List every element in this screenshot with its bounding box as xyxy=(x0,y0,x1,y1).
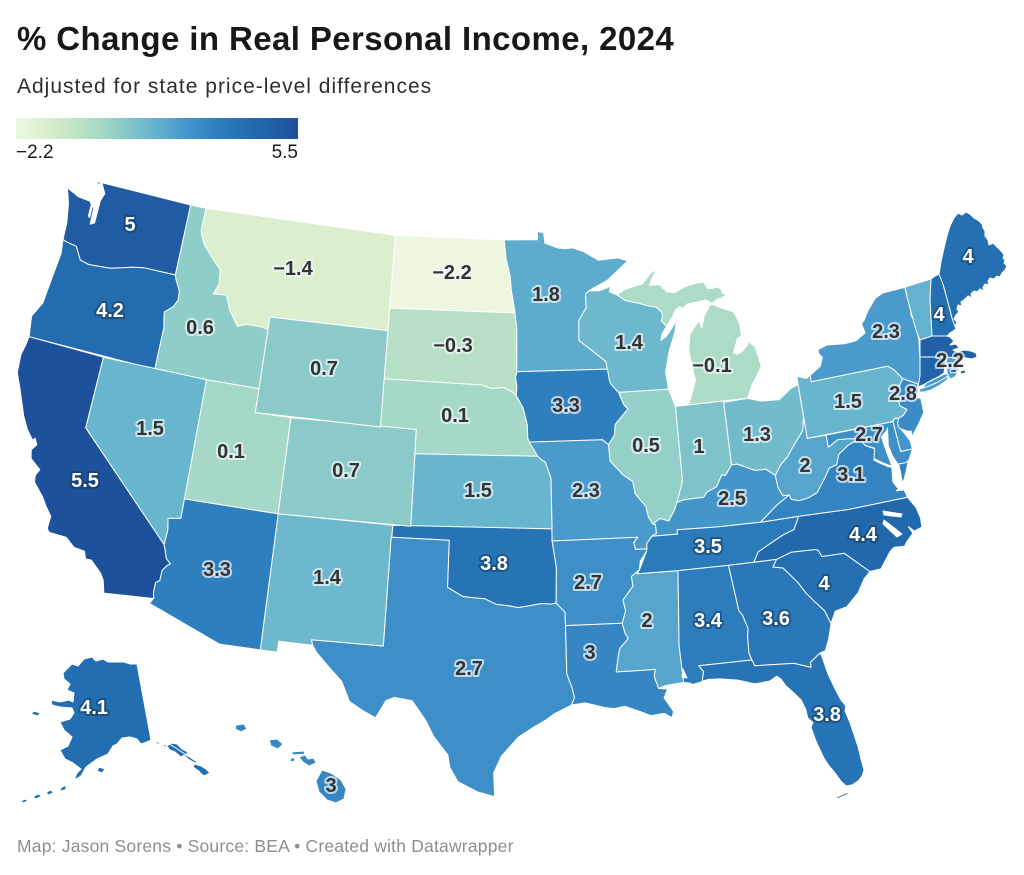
svg-text:3: 3 xyxy=(584,642,595,664)
svg-text:0.5: 0.5 xyxy=(632,435,660,457)
svg-text:1.8: 1.8 xyxy=(532,284,560,306)
svg-text:3.3: 3.3 xyxy=(203,559,231,581)
svg-text:5: 5 xyxy=(124,214,135,236)
svg-text:2.2: 2.2 xyxy=(936,350,964,372)
svg-text:2.3: 2.3 xyxy=(872,321,900,343)
svg-text:3.8: 3.8 xyxy=(480,553,508,575)
svg-text:3: 3 xyxy=(325,775,336,797)
svg-text:2.8: 2.8 xyxy=(889,383,917,405)
svg-text:4: 4 xyxy=(933,304,945,326)
svg-text:3.3: 3.3 xyxy=(552,395,580,417)
svg-text:4.1: 4.1 xyxy=(80,697,108,719)
svg-text:1.5: 1.5 xyxy=(136,418,164,440)
svg-text:3.8: 3.8 xyxy=(813,704,841,726)
svg-text:−2.2: −2.2 xyxy=(432,262,471,284)
svg-text:0.6: 0.6 xyxy=(186,317,214,339)
svg-text:2.7: 2.7 xyxy=(574,572,602,594)
svg-text:3.4: 3.4 xyxy=(694,610,723,632)
svg-text:1.5: 1.5 xyxy=(834,391,862,413)
svg-text:1: 1 xyxy=(693,436,704,458)
svg-text:2.7: 2.7 xyxy=(855,424,883,446)
svg-text:4.2: 4.2 xyxy=(96,300,124,322)
svg-text:4.4: 4.4 xyxy=(849,524,878,546)
svg-text:0.1: 0.1 xyxy=(217,441,245,463)
svg-text:1.4: 1.4 xyxy=(615,332,644,354)
svg-text:1.4: 1.4 xyxy=(313,567,342,589)
svg-text:1.5: 1.5 xyxy=(464,480,492,502)
svg-text:−0.3: −0.3 xyxy=(433,335,472,357)
svg-text:−0.1: −0.1 xyxy=(692,355,731,377)
svg-text:2: 2 xyxy=(799,455,810,477)
svg-text:2.5: 2.5 xyxy=(718,488,746,510)
svg-text:5.5: 5.5 xyxy=(71,470,99,492)
svg-text:0.7: 0.7 xyxy=(332,460,360,482)
svg-text:3.6: 3.6 xyxy=(762,608,790,630)
svg-text:4: 4 xyxy=(962,246,974,268)
svg-text:2.3: 2.3 xyxy=(572,480,600,502)
svg-text:0.1: 0.1 xyxy=(441,405,469,427)
svg-text:3.1: 3.1 xyxy=(837,464,865,486)
svg-text:2.7: 2.7 xyxy=(455,658,483,680)
svg-text:4: 4 xyxy=(818,573,830,595)
svg-text:3.5: 3.5 xyxy=(694,536,722,558)
svg-text:1.3: 1.3 xyxy=(743,424,771,446)
svg-text:0.7: 0.7 xyxy=(310,358,338,380)
svg-text:−1.4: −1.4 xyxy=(273,258,313,280)
svg-text:2: 2 xyxy=(641,610,652,632)
